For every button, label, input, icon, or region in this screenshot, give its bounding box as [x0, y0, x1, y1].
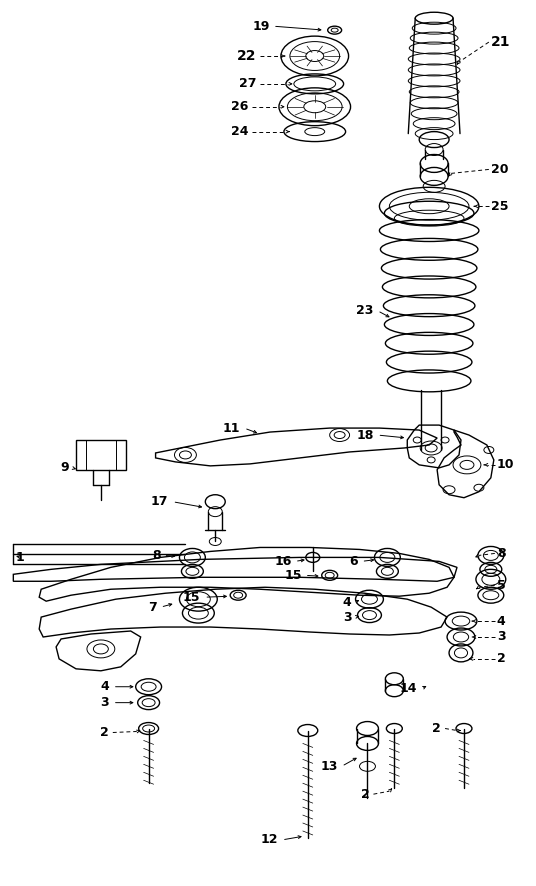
Text: 12: 12 — [260, 834, 278, 846]
Text: 4: 4 — [343, 595, 352, 609]
Text: 3: 3 — [100, 696, 109, 709]
Text: 2: 2 — [361, 788, 369, 801]
Text: 9: 9 — [61, 462, 69, 474]
Text: 15: 15 — [183, 591, 200, 603]
Text: 2: 2 — [100, 726, 109, 739]
Text: 15: 15 — [284, 569, 302, 582]
Text: 3: 3 — [343, 610, 352, 624]
Text: 24: 24 — [230, 125, 248, 138]
Text: 23: 23 — [356, 304, 374, 317]
Text: 17: 17 — [151, 495, 168, 509]
Text: 26: 26 — [230, 100, 248, 113]
Text: 4: 4 — [100, 680, 109, 693]
Text: 14: 14 — [400, 682, 417, 696]
Text: 5: 5 — [497, 579, 505, 592]
Bar — [76, 440, 126, 470]
Text: 10: 10 — [497, 458, 515, 471]
Text: 6: 6 — [349, 555, 358, 568]
Text: 3: 3 — [497, 631, 505, 643]
Text: 13: 13 — [321, 760, 338, 773]
Text: 4: 4 — [497, 615, 505, 627]
Text: 8: 8 — [152, 549, 161, 562]
Text: 27: 27 — [239, 77, 256, 90]
Text: 22: 22 — [236, 49, 256, 63]
Text: 2: 2 — [433, 722, 441, 735]
Text: 25: 25 — [491, 199, 508, 213]
Text: 1: 1 — [16, 551, 24, 563]
Text: 2: 2 — [497, 652, 505, 665]
Text: 19: 19 — [252, 19, 270, 33]
Text: 8: 8 — [497, 547, 505, 560]
Text: 11: 11 — [222, 422, 240, 434]
Text: 21: 21 — [491, 35, 510, 49]
Text: 18: 18 — [356, 429, 374, 441]
Text: 20: 20 — [491, 163, 508, 176]
Text: 16: 16 — [274, 555, 292, 568]
Text: 7: 7 — [148, 601, 157, 614]
